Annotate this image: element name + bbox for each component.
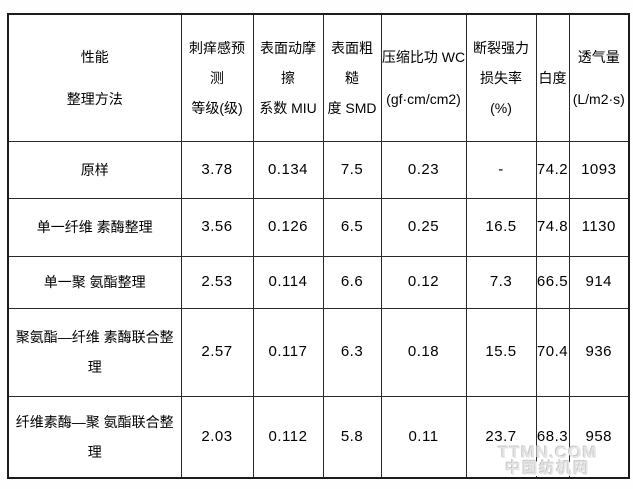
value-cell: 7.3	[465, 255, 537, 309]
value-cell: 0.114	[252, 255, 324, 309]
value-cell: 6.5	[322, 197, 382, 257]
value-cell: 6.3	[322, 307, 382, 397]
value-cell: 68.3	[535, 395, 570, 479]
value-cell: 958	[568, 395, 630, 479]
value-cell: 16.5	[465, 197, 537, 257]
column-header-finishing-method: 性能 整理方法	[7, 13, 182, 142]
value-cell: 2.53	[180, 255, 254, 309]
value-cell: 2.03	[180, 395, 254, 479]
value-cell: 936	[568, 307, 630, 397]
value-cell: 0.11	[380, 395, 467, 479]
column-header-friction-miu: 表面动摩 擦 系数 MIU	[252, 13, 324, 142]
table-row-polyurethane-only: 单一聚 氨酯整理 2.53 0.114 6.6 0.12 7.3 66.5 91…	[7, 255, 630, 309]
value-cell: 7.5	[322, 140, 382, 199]
value-cell: 914	[568, 255, 630, 309]
value-cell: -	[465, 140, 537, 199]
value-cell: 3.78	[180, 140, 254, 199]
value-cell: 0.12	[380, 255, 467, 309]
header-row: 性能 整理方法 刺痒感预 测 等级(级) 表面动摩 擦 系数 MIU 表面粗 糙…	[7, 13, 630, 142]
value-cell: 74.8	[535, 197, 570, 257]
row-label-cell: 聚氨酯—纤维 素酶联合整 理	[7, 307, 182, 397]
value-cell: 66.5	[535, 255, 570, 309]
column-header-strength-loss: 断裂强力 损失率 (%)	[465, 13, 537, 142]
column-header-compression-wc: 压缩比功 WC (gf·cm/cm2)	[380, 13, 467, 142]
value-cell: 0.126	[252, 197, 324, 257]
value-cell: 0.112	[252, 395, 324, 479]
value-cell: 0.117	[252, 307, 324, 397]
value-cell: 74.2	[535, 140, 570, 199]
row-label-cell: 单一纤维 素酶整理	[7, 197, 182, 257]
value-cell: 0.23	[380, 140, 467, 199]
column-header-itch-grade: 刺痒感预 测 等级(级)	[180, 13, 254, 142]
row-label-cell: 原样	[7, 140, 182, 199]
column-header-whiteness: 白度	[535, 13, 570, 142]
column-header-air-permeability: 透气量 (L/m2·s)	[568, 13, 630, 142]
value-cell: 1130	[568, 197, 630, 257]
value-cell: 2.57	[180, 307, 254, 397]
value-cell: 70.4	[535, 307, 570, 397]
table-row-cellulase-then-pu: 纤维素酶—聚 氨酯联合整 理 2.03 0.112 5.8 0.11 23.7 …	[7, 395, 630, 479]
value-cell: 0.134	[252, 140, 324, 199]
column-header-roughness-smd: 表面粗 糙 度 SMD	[322, 13, 382, 142]
row-label-cell: 单一聚 氨酯整理	[7, 255, 182, 309]
value-cell: 0.25	[380, 197, 467, 257]
table-row-pu-then-cellulase: 聚氨酯—纤维 素酶联合整 理 2.57 0.117 6.3 0.18 15.5 …	[7, 307, 630, 397]
row-label-cell: 纤维素酶—聚 氨酯联合整 理	[7, 395, 182, 479]
table-row-original: 原样 3.78 0.134 7.5 0.23 - 74.2 1093	[7, 140, 630, 199]
value-cell: 0.18	[380, 307, 467, 397]
value-cell: 5.8	[322, 395, 382, 479]
value-cell: 6.6	[322, 255, 382, 309]
value-cell: 15.5	[465, 307, 537, 397]
value-cell: 3.56	[180, 197, 254, 257]
value-cell: 1093	[568, 140, 630, 199]
value-cell: 23.7	[465, 395, 537, 479]
table-row-cellulase-only: 单一纤维 素酶整理 3.56 0.126 6.5 0.25 16.5 74.8 …	[7, 197, 630, 257]
fabric-properties-table: 性能 整理方法 刺痒感预 测 等级(级) 表面动摩 擦 系数 MIU 表面粗 糙…	[7, 13, 630, 479]
